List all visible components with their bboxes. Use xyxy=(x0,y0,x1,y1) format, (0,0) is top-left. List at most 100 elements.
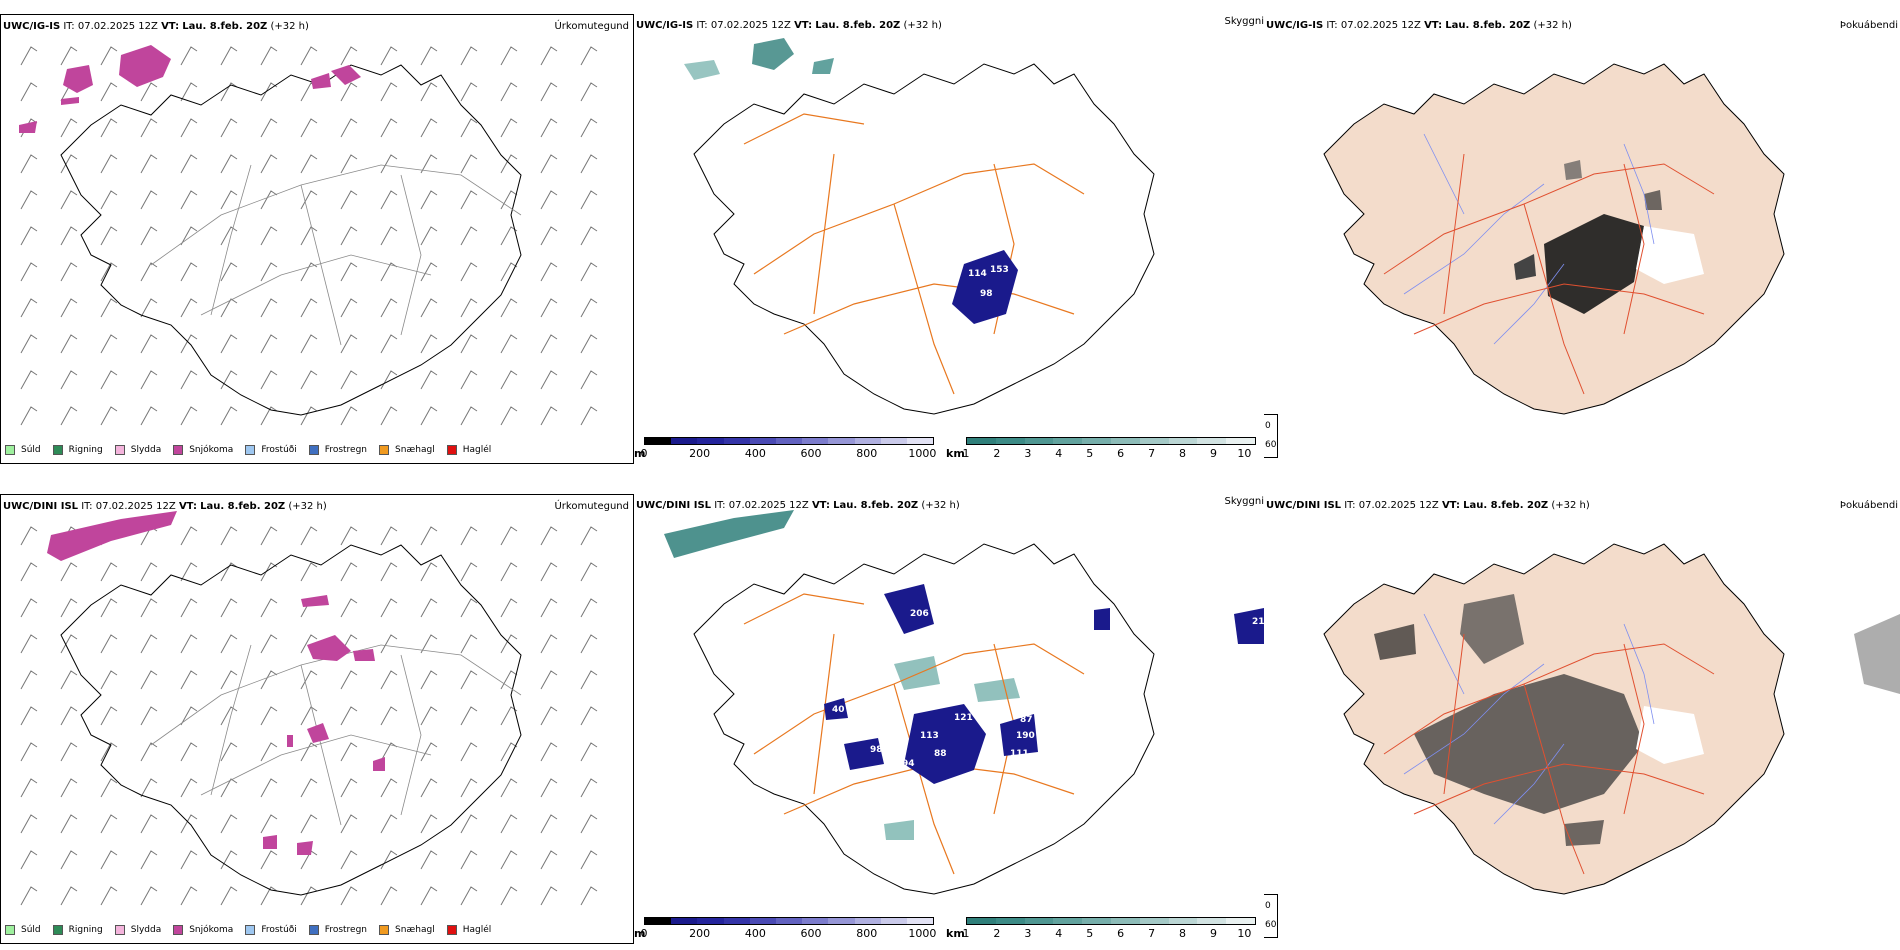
ceiling-value-label: 206 xyxy=(910,609,929,619)
panel-header: UWC/DINI ISL IT: 07.02.2025 12Z VT: Lau.… xyxy=(636,500,960,511)
colorbar-tick: 5 xyxy=(1086,447,1094,460)
colorbar-tick: 4 xyxy=(1055,927,1063,940)
ceiling-value-label: 87 xyxy=(1020,715,1033,725)
colorbar-swatch xyxy=(1226,438,1255,444)
panel-header: UWC/IG-IS IT: 07.02.2025 12Z VT: Lau. 8.… xyxy=(636,20,942,31)
colorbar-tick: 6 xyxy=(1117,447,1125,460)
colorbar-tick: 3 xyxy=(1024,447,1032,460)
colorbar-swatch xyxy=(854,918,881,924)
colorbar-swatch xyxy=(1139,438,1169,444)
ceiling-value-label: 113 xyxy=(920,731,939,741)
colorbar-swatch xyxy=(1024,438,1054,444)
legend-item-snaehagl: Snæhagl xyxy=(379,445,435,455)
colorbar-swatch xyxy=(645,438,672,444)
colorbar-swatch xyxy=(1082,918,1111,924)
fog-patches xyxy=(1514,160,1704,314)
colorbar-swatch xyxy=(1110,438,1140,444)
colorbar-swatch xyxy=(880,438,907,444)
wind-barbs xyxy=(20,526,598,906)
colorbar-swatch xyxy=(828,438,855,444)
legend-swatch xyxy=(52,445,63,455)
precip-legend: Súld Rigning Slydda Snjókoma Frostúði Fr… xyxy=(5,925,503,935)
visibility-colorbar-swatches xyxy=(966,437,1256,445)
wind-barbs xyxy=(20,46,598,426)
colorbar-tick: 800 xyxy=(856,447,878,460)
colorbar-tick: 10 xyxy=(1237,927,1252,940)
legend-swatch xyxy=(5,925,15,935)
panel-title: Skyggni xyxy=(1224,16,1264,27)
colorbar-tick: 200 xyxy=(689,447,711,460)
ceiling-value-label: 94 xyxy=(902,759,915,769)
ceiling-value-labels: 114 153 98 xyxy=(968,265,1009,299)
legend-item-snjokoma: Snjókoma xyxy=(173,445,233,455)
ceiling-value-label: 170 xyxy=(934,623,953,633)
roads xyxy=(1383,153,1715,395)
legend-item-snaehagl: Snæhagl xyxy=(379,925,435,935)
fog-legend-low-label: 60 xyxy=(1265,440,1277,450)
colorbar-swatch xyxy=(802,438,829,444)
colorbar-tick: 3 xyxy=(1024,927,1032,940)
colorbar-tick: 800 xyxy=(856,927,878,940)
ceiling-value-label: 98 xyxy=(980,289,993,299)
colorbar-swatch xyxy=(1053,438,1083,444)
precip-type-panel-row1: UWC/IG-IS IT: 07.02.2025 12Z VT: Lau. 8.… xyxy=(0,14,634,464)
roads xyxy=(1383,633,1715,875)
ceiling-value-label: 98 xyxy=(870,745,883,755)
ceiling-value-label: 190 xyxy=(1016,731,1035,741)
legend-swatch xyxy=(379,445,390,455)
legend-swatch xyxy=(308,925,319,935)
legend-swatch xyxy=(173,925,184,935)
colorbar-swatch xyxy=(749,438,776,444)
colorbar-swatch xyxy=(1197,918,1227,924)
colorbar-tick: 2 xyxy=(993,927,1001,940)
visibility-unit: km xyxy=(946,927,965,940)
colorbar-tick: 5 xyxy=(1086,927,1094,940)
precip-map xyxy=(20,511,598,906)
precip-type-panel-row2: UWC/DINI ISL IT: 07.02.2025 12Z VT: Lau.… xyxy=(0,494,634,944)
legend-swatch xyxy=(173,445,184,455)
colorbar-tick: 8 xyxy=(1179,447,1187,460)
fog-legend: 0 60 xyxy=(1264,894,1278,938)
rivers xyxy=(1403,613,1655,825)
colorbar-swatch xyxy=(995,438,1025,444)
visibility-colorbar-swatches xyxy=(966,917,1256,925)
ceiling-value-label: 88 xyxy=(934,749,947,759)
colorbar-tick: 10 xyxy=(1237,447,1252,460)
legend-swatch xyxy=(379,925,390,935)
colorbar-swatch xyxy=(671,918,698,924)
colorbar-swatch xyxy=(1110,918,1140,924)
colorbar-swatch xyxy=(775,438,803,444)
colorbar-tick: 9 xyxy=(1209,447,1217,460)
legend-item-frostudi: Frostúði xyxy=(245,925,297,935)
wind-barb xyxy=(20,46,598,426)
colorbar-tick: 4 xyxy=(1055,447,1063,460)
legend-item-haglel: Haglél xyxy=(446,925,491,935)
colorbar-tick: 600 xyxy=(800,927,822,940)
rivers xyxy=(1403,133,1655,345)
ceiling-value-label: 21 xyxy=(1252,617,1264,627)
colorbar-swatch xyxy=(1168,918,1198,924)
fog-indicator-panel-row1: UWC/IG-IS IT: 07.02.2025 12Z VT: Lau. 8.… xyxy=(1264,14,1900,464)
ceiling-value-label: 111 xyxy=(1010,749,1029,759)
colorbar-swatch xyxy=(802,918,829,924)
ceiling-unit: m xyxy=(634,927,646,940)
legend-item-haglel: Haglél xyxy=(446,445,491,455)
legend-item-rigning: Rigning xyxy=(52,925,103,935)
legend-swatch xyxy=(245,445,256,455)
iceland-outline xyxy=(60,64,522,416)
panel-header: UWC/IG-IS IT: 07.02.2025 12Z VT: Lau. 8.… xyxy=(1266,20,1572,31)
colorbar-swatch xyxy=(1226,918,1255,924)
ceiling-areas xyxy=(952,250,1018,324)
panel-title: Úrkomutegund xyxy=(554,501,629,512)
legend-item-sudl: Súld xyxy=(5,925,41,935)
colorbar-swatch xyxy=(967,438,996,444)
colorbar-tick: 1000 xyxy=(908,927,937,940)
fog-legend-high-label: 0 xyxy=(1265,901,1271,911)
colorbar-swatch xyxy=(775,918,803,924)
iceland-outline xyxy=(693,63,1155,415)
legend-swatch xyxy=(5,445,15,455)
legend-item-frostregn: Frostregn xyxy=(308,925,367,935)
ceiling-value-label: 40 xyxy=(832,705,845,715)
colorbar-swatch xyxy=(723,438,750,444)
legend-swatch xyxy=(114,925,125,935)
